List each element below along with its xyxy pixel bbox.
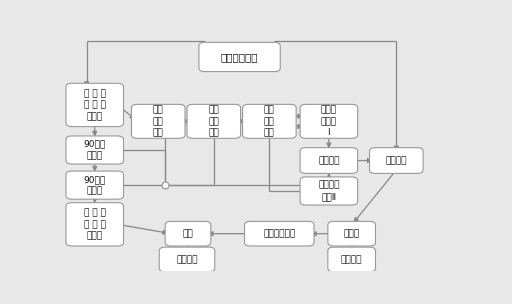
Text: 被测试件: 被测试件 <box>176 255 198 264</box>
Text: 功率
放大
电路: 功率 放大 电路 <box>153 105 164 137</box>
FancyBboxPatch shape <box>300 177 357 205</box>
FancyBboxPatch shape <box>199 42 280 72</box>
Text: 分频
滤波
电路: 分频 滤波 电路 <box>264 105 275 137</box>
Text: 低 频 正
弦 发 生
电　路: 低 频 正 弦 发 生 电 路 <box>84 208 105 240</box>
Text: 相敏检波
电路Ⅱ: 相敏检波 电路Ⅱ <box>318 181 339 201</box>
FancyBboxPatch shape <box>187 104 241 138</box>
Text: 放大电路: 放大电路 <box>318 156 339 165</box>
FancyBboxPatch shape <box>66 83 123 126</box>
FancyBboxPatch shape <box>132 104 185 138</box>
Text: 机械扫描装置: 机械扫描装置 <box>263 229 295 238</box>
Text: 探头: 探头 <box>183 229 194 238</box>
Text: 系统软件: 系统软件 <box>341 255 362 264</box>
FancyBboxPatch shape <box>243 104 296 138</box>
Text: 90度移
相电路: 90度移 相电路 <box>83 140 106 160</box>
Text: 仪表
放大
电路: 仪表 放大 电路 <box>208 105 219 137</box>
Text: 高 频 正
弦 发 生
电　路: 高 频 正 弦 发 生 电 路 <box>84 89 105 121</box>
FancyBboxPatch shape <box>300 104 357 138</box>
FancyBboxPatch shape <box>370 148 423 173</box>
FancyBboxPatch shape <box>328 247 375 272</box>
FancyBboxPatch shape <box>245 221 314 246</box>
Text: 通讯模块: 通讯模块 <box>386 156 407 165</box>
FancyBboxPatch shape <box>66 203 123 246</box>
FancyBboxPatch shape <box>66 171 123 199</box>
FancyBboxPatch shape <box>328 221 375 246</box>
FancyBboxPatch shape <box>159 247 215 272</box>
Text: 90度移
相电路: 90度移 相电路 <box>83 175 106 195</box>
FancyBboxPatch shape <box>165 221 211 246</box>
FancyBboxPatch shape <box>66 136 123 164</box>
Text: 单片机控制器: 单片机控制器 <box>221 52 259 62</box>
Text: 上位机: 上位机 <box>344 229 360 238</box>
FancyBboxPatch shape <box>300 148 357 173</box>
Text: 相敏检
波电路
Ⅰ: 相敏检 波电路 Ⅰ <box>321 105 337 137</box>
